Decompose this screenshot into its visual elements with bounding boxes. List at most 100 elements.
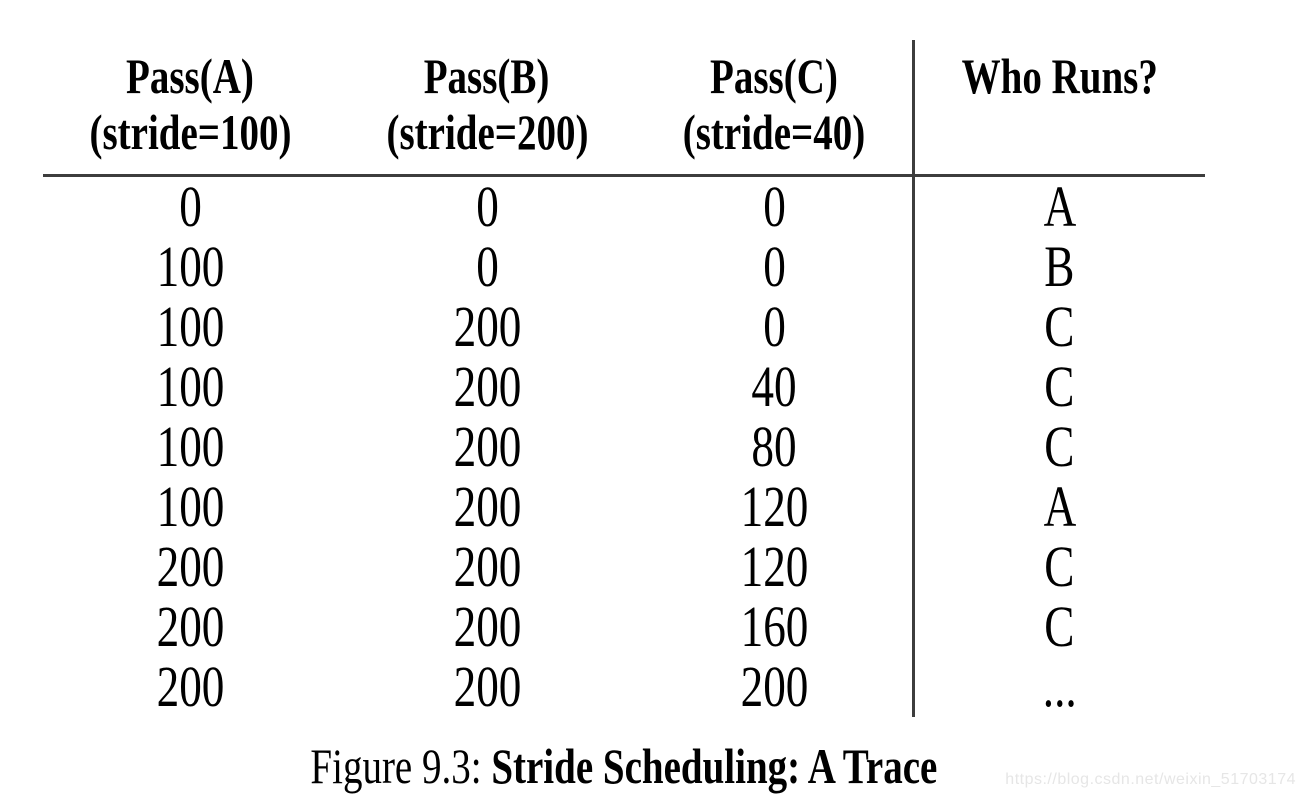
col-subtitle: (stride=40) [682,104,866,160]
pass-value-cell: 0 [637,297,913,357]
cell-value: 200 [453,294,521,359]
cell-value: 100 [156,234,224,299]
cell-value: 200 [453,474,521,539]
table-row: 100 200 40 C [43,357,1205,417]
pass-value-cell: 120 [637,537,913,597]
col-header-who-runs: Who Runs? [911,40,1205,177]
cell-value: A [1043,174,1077,239]
who-runs-cell: C [911,354,1205,419]
pass-value-cell: 200 [337,597,637,657]
col-header-pass-a: Pass(A) (stride=100) [43,40,337,177]
pass-value-cell: 0 [637,237,913,297]
cell-value: 200 [740,654,809,719]
cell-value: 100 [156,294,224,359]
pass-value-cell: 160 [637,597,913,657]
cell-value: C [1044,294,1075,359]
cell-value: C [1044,594,1075,659]
table-row: 200 200 200... [43,657,1205,717]
cell-value: 200 [453,594,521,659]
pass-value-cell: 200 [337,537,637,597]
cell-value: 200 [453,414,521,479]
pass-value-cell: 200 [43,657,337,717]
col-header-pass-c: Pass(C) (stride=40) [637,40,913,177]
pass-value-cell: 0 [337,237,637,297]
table-row: 0 0 0 A [43,174,1205,239]
cell-value: 0 [762,234,786,299]
col-subtitle: (stride=100) [88,104,291,160]
pass-value-cell: 200 [637,657,913,717]
pass-value-cell: 0 [337,176,637,238]
pass-value-cell: 100 [43,297,337,357]
cell-value: A [1043,474,1077,539]
pass-value-cell: 200 [337,357,637,417]
who-runs-cell: B [911,234,1205,299]
cell-value: 200 [156,654,224,719]
pass-value-cell: 200 [43,537,337,597]
col-header-pass-b: Pass(B) (stride=200) [337,40,637,177]
pass-value-cell: 80 [637,417,913,477]
who-runs-cell: ... [911,654,1205,719]
cell-value: 200 [156,534,224,599]
pass-value-cell: 100 [43,237,337,297]
cell-value: C [1044,354,1075,419]
who-runs-cell: C [911,534,1205,599]
cell-value: 0 [762,174,786,239]
figure-caption-title: Stride Scheduling: A Trace [491,738,938,794]
cell-value: C [1044,534,1075,599]
cell-value: 0 [762,294,786,359]
cell-value: 200 [453,534,521,599]
stride-trace-table: Pass(A) (stride=100) Pass(B) (stride=200… [43,40,1205,717]
pass-value-cell: 200 [337,417,637,477]
header-row: Pass(A) (stride=100) Pass(B) (stride=200… [43,40,1205,177]
cell-value: 200 [453,654,521,719]
cell-value: 100 [156,354,224,419]
table-row: 200 200 120 C [43,537,1205,597]
pass-value-cell: 40 [637,357,913,417]
cell-value: 100 [156,474,224,539]
figure-caption: Figure 9.3: Stride Scheduling: A Trace [43,740,1205,792]
table-row: 100 200 0 C [43,297,1205,357]
who-runs-cell: C [911,594,1205,659]
watermark: https://blog.csdn.net/weixin_51703174 [1005,771,1296,788]
cell-value: 120 [740,474,809,539]
figure-caption-prefix: Figure 9.3: [310,738,482,794]
cell-value: B [1044,234,1075,299]
col-title: Pass(B) [424,48,550,104]
table-row: 200 200 160 C [43,597,1205,657]
table-row: 100 200 80 C [43,417,1205,477]
pass-value-cell: 0 [43,176,337,238]
pass-value-cell: 120 [637,477,913,537]
pass-value-cell: 100 [43,357,337,417]
col-title: Pass(C) [710,48,839,104]
col-subtitle: (stride=200) [385,104,588,160]
cell-value: ... [1042,654,1077,719]
pass-value-cell: 0 [637,176,913,238]
who-runs-cell: A [911,474,1205,539]
cell-value: 0 [178,174,202,239]
cell-value: 80 [751,414,797,479]
table-row: 100 200 120 A [43,477,1205,537]
pass-value-cell: 200 [337,477,637,537]
col-title: Pass(A) [126,48,254,104]
figure-caption-text: Figure 9.3: Stride Scheduling: A Trace [311,740,938,792]
pass-value-cell: 100 [43,417,337,477]
pass-value-cell: 100 [43,477,337,537]
pass-value-cell: 200 [43,597,337,657]
cell-value: 120 [740,534,809,599]
pass-value-cell: 200 [337,657,637,717]
cell-value: 0 [475,234,499,299]
table-body: 0 0 0 A 100 0 0 B 100 200 0 C 100 200 40 C 100 200 80 C 100 2… [43,174,1205,717]
pass-value-cell: 200 [337,297,637,357]
cell-value: 200 [156,594,224,659]
cell-value: 160 [740,594,809,659]
who-runs-cell: C [911,414,1205,479]
cell-value: 100 [156,414,224,479]
who-runs-cell: C [911,294,1205,359]
cell-value: 200 [453,354,521,419]
table-row: 100 0 0 B [43,237,1205,297]
cell-value: 40 [751,354,797,419]
cell-value: C [1044,414,1075,479]
who-runs-cell: A [911,174,1205,239]
cell-value: 0 [475,174,499,239]
